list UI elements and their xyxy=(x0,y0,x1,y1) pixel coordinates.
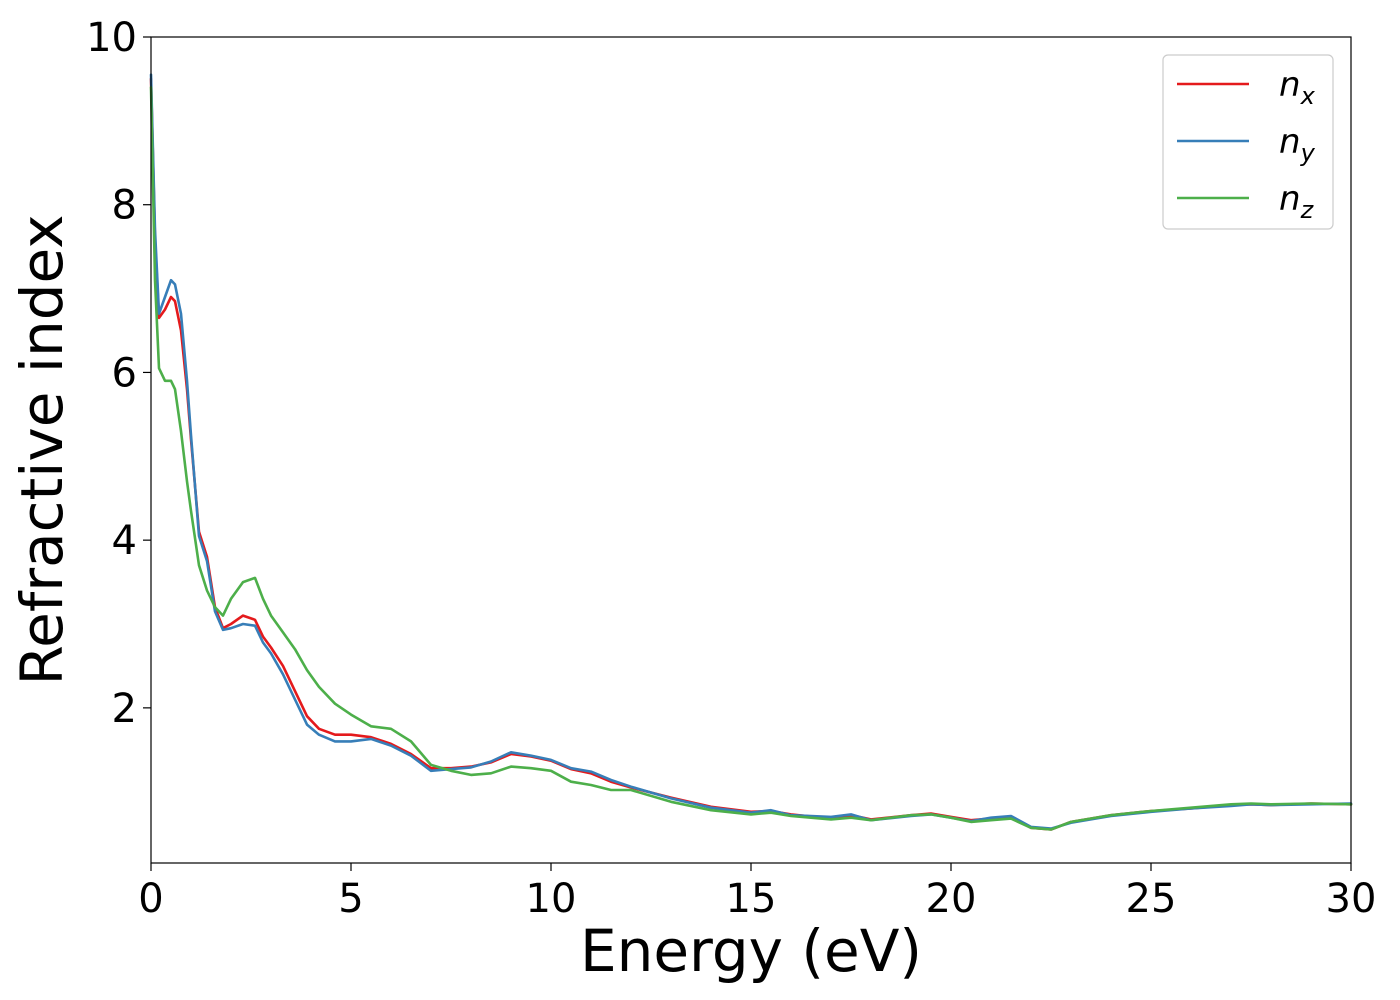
x-tick-label: 30 xyxy=(1326,876,1377,922)
series-layer xyxy=(149,73,1353,831)
y-tick-label: 6 xyxy=(112,350,137,396)
legend-label-z: nz xyxy=(1279,179,1315,224)
y-axis: 2 4 6 8 10 xyxy=(86,15,151,732)
series-line-z xyxy=(149,86,1353,831)
legend-label-x: nx xyxy=(1279,65,1316,110)
x-tick-label: 25 xyxy=(1126,876,1177,922)
y-tick-label: 4 xyxy=(112,518,137,564)
y-tick-label: 10 xyxy=(86,15,137,61)
x-tick-label: 5 xyxy=(338,876,363,922)
y-tick-label: 2 xyxy=(112,686,137,732)
x-axis: 0 5 10 15 20 25 30 xyxy=(138,863,1376,922)
x-tick-label: 20 xyxy=(926,876,977,922)
series-line-y xyxy=(149,73,1353,830)
x-axis-title: Energy (eV) xyxy=(580,917,922,985)
y-axis-title: Refractive index xyxy=(8,214,76,685)
legend: nx ny nz xyxy=(1162,54,1334,230)
x-tick-label: 10 xyxy=(526,876,577,922)
y-tick-label: 8 xyxy=(112,183,137,229)
x-tick-label: 0 xyxy=(138,876,163,922)
x-tick-label: 15 xyxy=(726,876,777,922)
legend-label-y: ny xyxy=(1279,122,1316,167)
plot-area xyxy=(151,37,1351,863)
